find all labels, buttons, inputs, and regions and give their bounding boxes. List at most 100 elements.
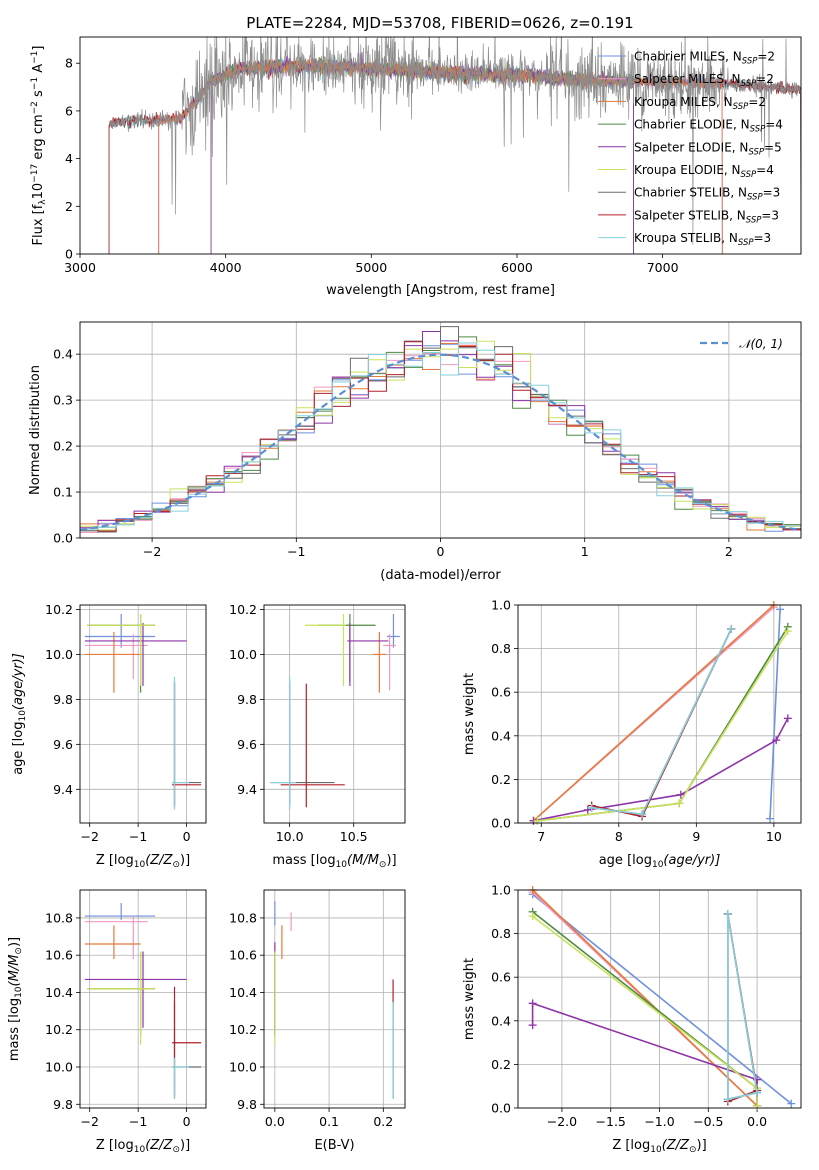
x-tick-label: −2 bbox=[80, 829, 98, 844]
spectrum-y-label: Flux [fλ10−17 erg cm−2 s−1 A−1] bbox=[30, 46, 48, 246]
x-tick-label: 7 bbox=[537, 829, 545, 844]
weight-line-kroupa-miles bbox=[532, 889, 758, 1107]
spectrum-axes: 3000 4000 5000 6000 7000 0 2 4 6 8 bbox=[64, 56, 678, 275]
y-tick-label: 0.0 bbox=[53, 531, 73, 546]
residual-histograms bbox=[80, 326, 801, 538]
y-tick-label: 9.6 bbox=[237, 737, 257, 752]
age-Z-frame bbox=[79, 604, 207, 824]
x-tick-label: 10 bbox=[766, 829, 782, 844]
residuals-legend: 𝒩(0, 1) bbox=[700, 337, 783, 351]
x-tick-label: 8 bbox=[615, 829, 623, 844]
errorbar-kroupa-stelib bbox=[172, 1057, 190, 1099]
weight-line-chabrier-stelib bbox=[591, 628, 732, 816]
y-tick-label: 9.8 bbox=[53, 1097, 73, 1112]
y-tick-label: 10.8 bbox=[229, 910, 257, 925]
y-tick-label: 10.2 bbox=[45, 1022, 73, 1037]
errorbar-chabrier-miles bbox=[387, 613, 400, 648]
errorbar-chabrier-miles bbox=[84, 903, 156, 920]
weight-Z-frame bbox=[517, 889, 802, 1109]
weight-marker-chabrier-miles bbox=[787, 1099, 796, 1108]
x-tick-label: −2 bbox=[143, 544, 161, 559]
mass-Z-axes: −2 −1 0 9.8 10.0 10.2 10.4 10.6 10.8 bbox=[45, 890, 206, 1129]
errorbar-kroupa-miles bbox=[84, 631, 141, 693]
legend-entry-normal: 𝒩(0, 1) bbox=[739, 337, 783, 351]
x-tick-label: −2.0 bbox=[547, 1114, 577, 1129]
y-tick-label: 0.8 bbox=[491, 641, 511, 656]
weight-line-kroupa-elodie bbox=[537, 630, 789, 822]
legend-entry-kroupa-miles: Kroupa MILES, NSSP=2 bbox=[634, 95, 766, 112]
mass-Z-x-label: Z [log10(Z/Z⊙)] bbox=[96, 1138, 190, 1155]
weight-age-y-label: mass weight bbox=[462, 673, 477, 755]
weight-marker-kroupa-stelib bbox=[753, 1088, 762, 1097]
weight-line-kroupa-stelib bbox=[591, 628, 732, 816]
y-tick-label: 4 bbox=[65, 151, 73, 166]
weight-marker-chabrier-miles bbox=[765, 814, 774, 823]
errorbar-kroupa-elodie bbox=[305, 613, 347, 686]
y-tick-label: 10.6 bbox=[229, 948, 257, 963]
mass-Z-points bbox=[84, 903, 202, 1099]
errorbar-kroupa-elodie bbox=[87, 613, 156, 686]
weight-line-kroupa-miles bbox=[532, 604, 775, 822]
mass-Z-y-label: mass [log10(M/M⊙)] bbox=[7, 937, 24, 1061]
age-Z-x-label: Z [log10(Z/Z⊙)] bbox=[96, 853, 190, 870]
y-tick-label: 10.4 bbox=[229, 985, 257, 1000]
y-tick-label: 1.0 bbox=[491, 598, 511, 613]
y-tick-label: 10.2 bbox=[229, 602, 257, 617]
y-tick-label: 9.4 bbox=[53, 782, 73, 797]
y-tick-label: 10.0 bbox=[229, 1060, 257, 1075]
y-tick-label: 10.6 bbox=[45, 948, 73, 963]
weight-line-kroupa-elodie bbox=[532, 915, 758, 1106]
errorbar-salpeter-elodie bbox=[347, 622, 389, 686]
age-mass-points bbox=[270, 613, 400, 810]
y-tick-label: 0.2 bbox=[53, 439, 73, 454]
weight-age-lines bbox=[529, 601, 792, 825]
y-tick-label: 0.4 bbox=[491, 728, 511, 743]
weight-marker-salpeter-elodie bbox=[528, 999, 537, 1008]
weight-line-chabrier-miles bbox=[769, 609, 781, 819]
y-tick-label: 1.0 bbox=[491, 883, 511, 898]
x-tick-label: 4000 bbox=[210, 260, 242, 275]
normal-curve bbox=[80, 353, 801, 531]
x-tick-label: 0 bbox=[437, 544, 445, 559]
errorbar-kroupa-stelib bbox=[270, 676, 297, 810]
mass-Z-frame bbox=[79, 889, 207, 1109]
errorbar-salpeter-miles bbox=[383, 634, 397, 691]
x-tick-label: −1 bbox=[129, 1114, 147, 1129]
x-tick-label: 1 bbox=[581, 544, 589, 559]
x-tick-label: 10.0 bbox=[276, 829, 304, 844]
y-tick-label: 10.0 bbox=[45, 1060, 73, 1075]
spectrum-frame bbox=[79, 36, 802, 255]
errorbar-chabrier-miles bbox=[84, 613, 156, 648]
y-tick-label: 2 bbox=[65, 199, 73, 214]
y-tick-label: 10.0 bbox=[229, 647, 257, 662]
weight-line-chabrier-elodie bbox=[537, 626, 789, 822]
weight-marker-kroupa-elodie bbox=[528, 912, 537, 921]
x-tick-label: 0.0 bbox=[265, 1114, 285, 1129]
x-tick-label: −2 bbox=[80, 1114, 98, 1129]
weight-age-x-label: age [log10(age/yr)] bbox=[599, 853, 721, 870]
weight-marker-kroupa-stelib bbox=[727, 624, 736, 633]
legend-entry-kroupa-elodie: Kroupa ELODIE, NSSP=4 bbox=[634, 163, 774, 180]
weight-marker-kroupa-elodie bbox=[675, 799, 684, 808]
y-tick-label: 0.0 bbox=[491, 816, 511, 831]
weight-marker-kroupa-stelib bbox=[638, 810, 647, 819]
errorbar-salpeter-stelib bbox=[280, 683, 345, 808]
residuals-frame bbox=[79, 321, 802, 539]
residuals-axes: −2 −1 0 1 2 0.0 0.1 0.2 0.3 0.4 bbox=[53, 322, 801, 559]
y-tick-label: 0.2 bbox=[491, 1057, 511, 1072]
y-tick-label: 10.2 bbox=[229, 1022, 257, 1037]
errorbar-salpeter-elodie bbox=[84, 622, 187, 686]
x-tick-label: 0.0 bbox=[747, 1114, 767, 1129]
x-tick-label: 5000 bbox=[355, 260, 387, 275]
spectrum-x-label: wavelength [Angstrom, rest frame] bbox=[326, 283, 555, 298]
errorbar-kroupa-miles bbox=[84, 925, 141, 959]
mass-EBV-points bbox=[274, 901, 394, 1099]
x-tick-label: −1.0 bbox=[644, 1114, 674, 1129]
weight-marker-kroupa-elodie bbox=[783, 627, 792, 636]
x-tick-label: 0.1 bbox=[319, 1114, 339, 1129]
weight-line-chabrier-elodie bbox=[532, 911, 758, 1106]
errorbar-kroupa-elodie bbox=[87, 951, 156, 1045]
y-tick-label: 9.8 bbox=[237, 1097, 257, 1112]
y-tick-label: 0 bbox=[65, 247, 73, 262]
